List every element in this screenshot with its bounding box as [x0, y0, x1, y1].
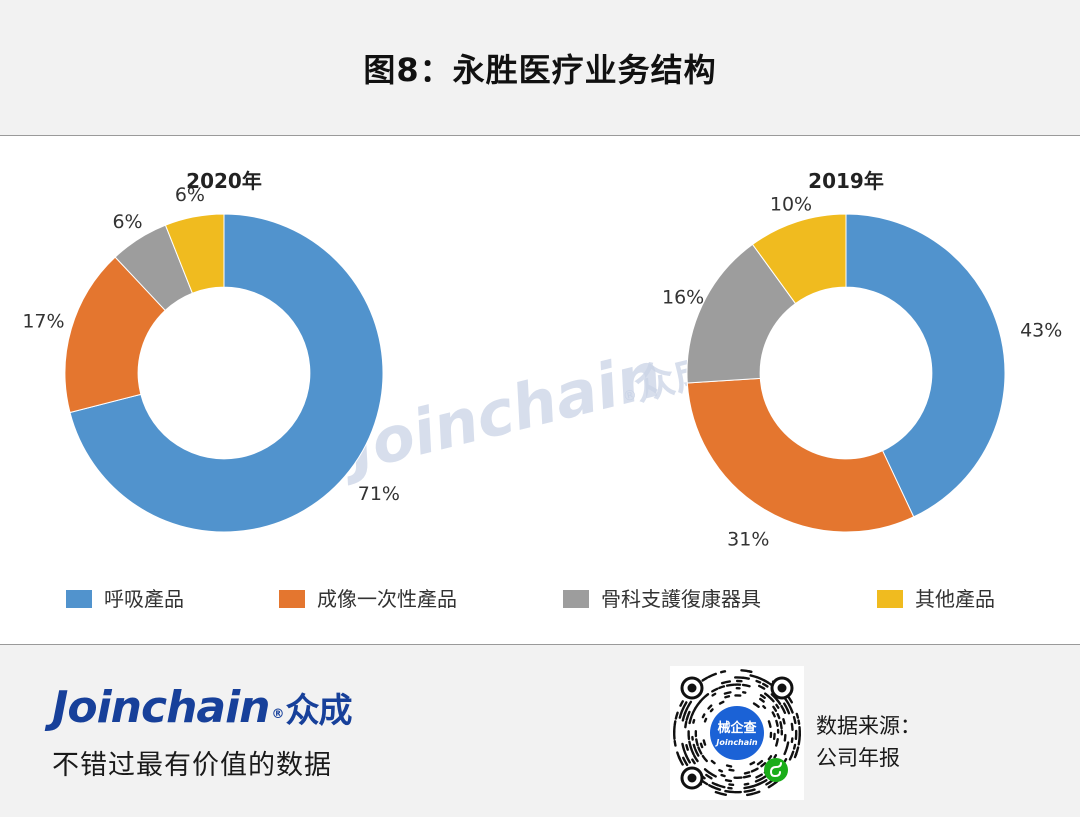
- footer: Joinchain ®众成 不错过最有价值的数据 械企查 Joinchain 数据来…: [0, 646, 1080, 817]
- data-label: 16%: [662, 286, 704, 308]
- legend-label: 其他產品: [915, 587, 995, 611]
- page-title: 图8：永胜医疗业务结构: [363, 50, 717, 89]
- qr-code-icon: 械企查 Joinchain: [673, 669, 801, 797]
- legend: 呼吸產品 成像一次性產品 骨科支護復康器具 其他產品: [66, 587, 995, 611]
- legend-swatch: [279, 590, 305, 608]
- qr-code[interactable]: 械企查 Joinchain: [670, 666, 804, 800]
- data-source-label: 数据来源：: [816, 714, 921, 738]
- slice-4: [751, 213, 847, 305]
- data-source-value: 公司年报: [816, 746, 900, 770]
- slice-1: [69, 213, 384, 533]
- slice-4: [164, 213, 225, 294]
- header: 图8：永胜医疗业务结构: [0, 0, 1080, 136]
- donut-chart-1: 43% 31% 16% 10%2019年: [662, 169, 1062, 550]
- svg-text:Joinchain: Joinchain: [714, 738, 757, 747]
- chart-area: Joinchain ® 众成 71% 17% 6% 6% 2020年 43% 31% 16% 10% 2…: [0, 136, 1080, 645]
- legend-label: 成像一次性產品: [317, 587, 457, 611]
- slice-2: [686, 377, 915, 533]
- legend-label: 骨科支護復康器具: [601, 587, 761, 611]
- legend-label: 呼吸產品: [104, 587, 184, 611]
- data-label: 43%: [1020, 319, 1062, 341]
- donut-charts: Joinchain®众成71%17%6%6%2020年43%31%16%10%2…: [22, 169, 1062, 611]
- legend-swatch: [66, 590, 92, 608]
- legend-swatch: [563, 590, 589, 608]
- data-label: 6%: [175, 184, 205, 206]
- data-label: 31%: [727, 528, 769, 550]
- watermark: Joinchain®众成: [330, 338, 718, 489]
- chart-title: 2020年: [186, 169, 262, 193]
- data-source: 数据来源： 公司年报: [816, 710, 921, 774]
- chart-title: 2019年: [808, 169, 884, 193]
- svg-text:®: ®: [621, 387, 638, 406]
- brand-name: Joinchain ®众成: [52, 682, 353, 733]
- data-label: 10%: [770, 194, 812, 216]
- donut-chart-0: 71%17%6%6%2020年: [22, 169, 400, 533]
- slice-1: [845, 213, 1006, 518]
- data-label: 71%: [358, 483, 400, 505]
- svg-text:械企查: 械企查: [717, 720, 757, 736]
- legend-swatch: [877, 590, 903, 608]
- slice-2: [64, 256, 166, 414]
- data-label: 17%: [22, 311, 64, 333]
- brand-slogan: 不错过最有价值的数据: [52, 750, 332, 781]
- data-label: 6%: [112, 211, 142, 233]
- brand-logo: Joinchain ®众成 不错过最有价值的数据: [52, 682, 353, 782]
